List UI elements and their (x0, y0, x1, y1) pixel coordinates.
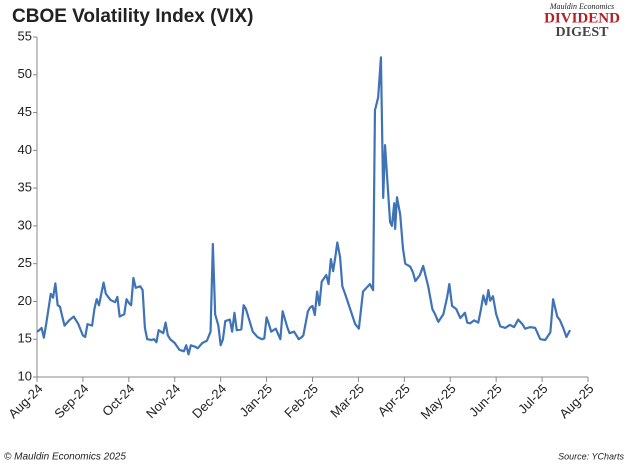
x-tick-label: Mar-25 (327, 381, 367, 421)
line-series (36, 56, 572, 356)
x-tick-label: Aug-24 (5, 381, 45, 421)
x-tick-label: Jun-25 (466, 381, 505, 420)
x-tick-label: Feb-25 (281, 381, 321, 421)
y-tick-label: 35 (18, 180, 32, 195)
y-tick-label: 25 (18, 255, 32, 270)
x-tick-label: Dec-24 (189, 381, 229, 421)
x-tick-label: Nov-24 (143, 381, 183, 421)
x-tick-label: May-25 (418, 381, 459, 422)
x-tick-label: Oct-24 (99, 381, 137, 419)
x-tick-label: Jul-25 (515, 381, 551, 417)
brand: DIGEST (556, 25, 610, 40)
y-tick-label: 45 (18, 104, 32, 119)
y-tick-label: 40 (18, 142, 32, 157)
footer: © Mauldin Economics 2025 (4, 452, 126, 463)
chart-title: CBOE Volatility Index (VIX) (12, 6, 253, 27)
y-tick-label: 55 (18, 28, 32, 43)
y-tick-label: 30 (18, 217, 32, 232)
y-tick-label: 20 (18, 293, 32, 308)
y-tick-label: 10 (18, 368, 32, 383)
y-tick-label: 50 (18, 66, 32, 81)
x-tick-label: Apr-25 (375, 381, 413, 419)
y-tick-label: 15 (18, 331, 32, 346)
brand: Mauldin Economics (549, 2, 614, 11)
footer: Source: YCharts (558, 451, 624, 461)
x-tick-label: Jan-25 (236, 381, 275, 420)
x-tick-label: Sep-24 (51, 381, 91, 421)
brand: DIVIDEND (544, 10, 620, 26)
x-tick-label: Aug-25 (556, 381, 596, 421)
